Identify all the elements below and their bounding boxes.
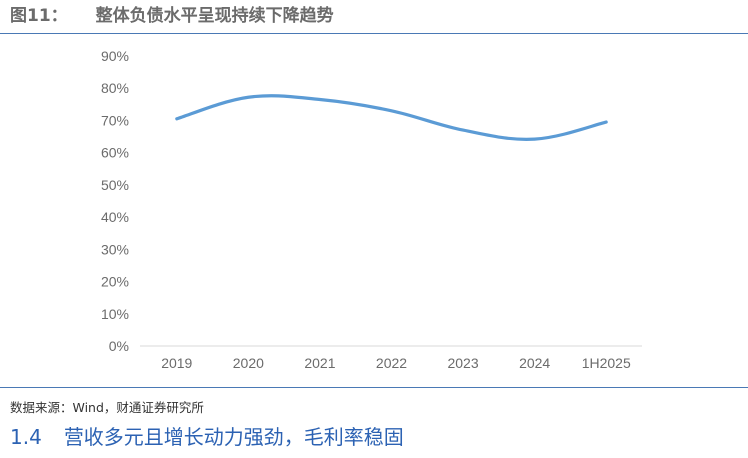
x-tick-label: 2019 (161, 355, 192, 371)
figure-number: 图11： (10, 6, 68, 26)
section-title: 营收多元且增长动力强劲，毛利率稳固 (63, 425, 404, 449)
y-tick-label: 70% (101, 112, 129, 128)
section-number: 1.4 (10, 425, 42, 449)
y-tick-label: 60% (101, 145, 129, 161)
y-tick-label: 30% (101, 241, 129, 257)
x-tick-label: 2023 (447, 355, 478, 371)
y-axis-ticks: 0% 10% 20% 30% 40% 50% 60% 70% 80% 90% (101, 48, 129, 354)
bottom-divider (0, 387, 748, 388)
x-axis-ticks: 2019 2020 2021 2022 2023 2024 1H2025 (161, 355, 631, 371)
series-line (175, 94, 608, 141)
y-tick-label: 20% (101, 274, 129, 290)
figure-title-text: 整体负债水平呈现持续下降趋势 (95, 6, 334, 26)
top-divider (0, 33, 748, 34)
y-tick-label: 10% (101, 306, 129, 322)
figure-title: 图11： 整体负债水平呈现持续下降趋势 (10, 3, 740, 29)
x-tick-label: 2020 (233, 355, 264, 371)
x-tick-label: 2021 (304, 355, 335, 371)
y-tick-label: 50% (101, 177, 129, 193)
source-note: 数据来源：Wind，财通证券研究所 (10, 400, 204, 415)
y-tick-label: 80% (101, 80, 129, 96)
x-tick-label: 2024 (519, 355, 550, 371)
x-tick-label: 2022 (376, 355, 407, 371)
y-tick-label: 0% (109, 338, 129, 354)
section-heading: 1.4 营收多元且增长动力强劲，毛利率稳固 (10, 423, 404, 451)
y-tick-label: 40% (101, 209, 129, 225)
y-tick-label: 90% (101, 48, 129, 64)
x-tick-label: 1H2025 (582, 355, 631, 371)
